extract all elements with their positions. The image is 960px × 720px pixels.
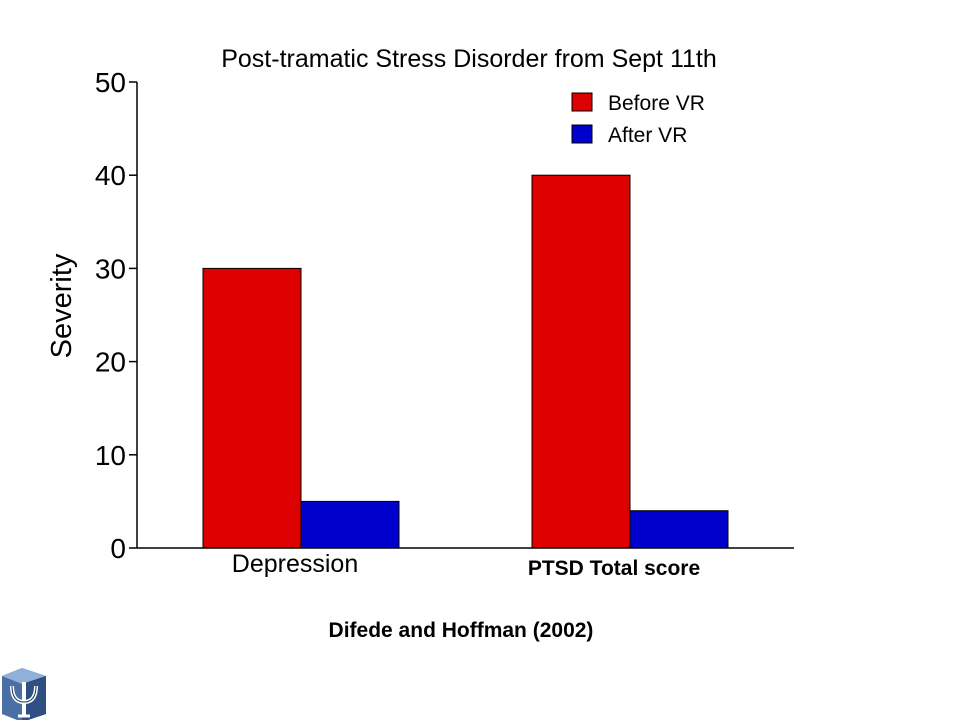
y-ticks-group: 0 10 20 30 40 50 [95,67,137,564]
bar-before-vr-ptsd-total-score [531,174,631,549]
legend: Before VR After VR [571,92,705,147]
chart-title: Post-tramatic Stress Disorder from Sept … [221,45,717,73]
category-label-ptsd-total-score: PTSD Total score [528,557,700,580]
legend-label-after-vr: After VR [608,124,687,147]
y-tick-label: 40 [95,160,126,191]
y-tick-label: 30 [95,253,126,284]
legend-label-before-vr: Before VR [608,92,705,115]
bar-after-vr-depression [300,500,400,549]
y-tick-label: 50 [95,67,126,98]
y-tick-label: 20 [95,347,126,378]
legend-swatch-before-vr [571,92,593,112]
legend-swatch-after-vr [571,124,593,144]
y-tick-label: 10 [95,440,126,471]
citation: Difede and Hoffman (2002) [329,619,594,642]
bar-after-vr-ptsd-total-score [629,510,729,549]
bar-before-vr-depression [202,267,302,549]
y-axis-label: Severity [46,253,78,358]
category-label-depression: Depression [232,550,358,578]
psi-logo-icon [2,668,46,720]
bars-group [202,174,729,549]
y-tick-label: 0 [110,533,126,564]
